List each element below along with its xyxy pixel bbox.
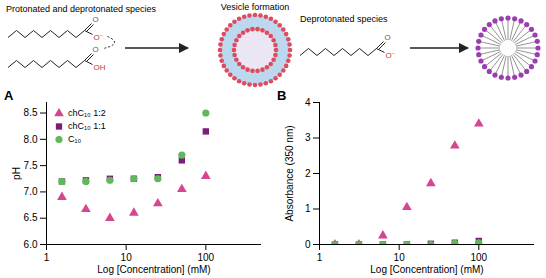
svg-text:8.5: 8.5 [24, 107, 38, 118]
html-text:B: B [277, 88, 287, 103]
svg-text:0: 0 [305, 239, 311, 250]
svg-text:1: 1 [305, 203, 311, 214]
svg-text:100: 100 [470, 252, 487, 263]
svg-text:6.5: 6.5 [24, 212, 38, 223]
html-text:chC₁₀ 1:1: chC₁₀ 1:1 [68, 120, 106, 131]
svg-text:O: O [93, 45, 99, 54]
svg-text:O: O [385, 33, 391, 42]
svg-text:OH: OH [94, 63, 106, 72]
svg-text:Protonated and deprotonated sp: Protonated and deprotonated species [6, 4, 157, 14]
svg-text:4: 4 [305, 97, 311, 108]
svg-text:7.5: 7.5 [24, 160, 38, 171]
svg-text:8.0: 8.0 [24, 134, 38, 145]
svg-text:2: 2 [305, 168, 311, 179]
svg-text:3: 3 [305, 132, 311, 143]
svg-text:10: 10 [394, 252, 406, 263]
svg-text:10: 10 [121, 252, 133, 263]
svg-text:100: 100 [197, 252, 214, 263]
html-text:chC₁₀ 1:2: chC₁₀ 1:2 [68, 107, 106, 118]
html-text:C₁₀: C₁₀ [68, 133, 82, 144]
html-text:A: A [4, 88, 14, 103]
svg-text:7.0: 7.0 [24, 186, 38, 197]
svg-text:O: O [93, 15, 99, 24]
svg-text:Log [Concentration] (mM): Log [Concentration] (mM) [370, 264, 483, 275]
svg-text:6.0: 6.0 [24, 239, 38, 250]
svg-text:Deprotonated species: Deprotonated species [300, 14, 388, 24]
svg-text:O⁻: O⁻ [386, 51, 395, 60]
svg-text:Vesicle formation: Vesicle formation [221, 2, 290, 12]
svg-text:Log [Concentration] (mM): Log [Concentration] (mM) [97, 264, 210, 275]
svg-text:O⁻: O⁻ [94, 33, 103, 42]
svg-text:1: 1 [317, 252, 323, 263]
svg-text:pH: pH [11, 167, 22, 180]
svg-text:1: 1 [44, 252, 50, 263]
svg-text:Absorbance (350 nm): Absorbance (350 nm) [284, 125, 295, 221]
